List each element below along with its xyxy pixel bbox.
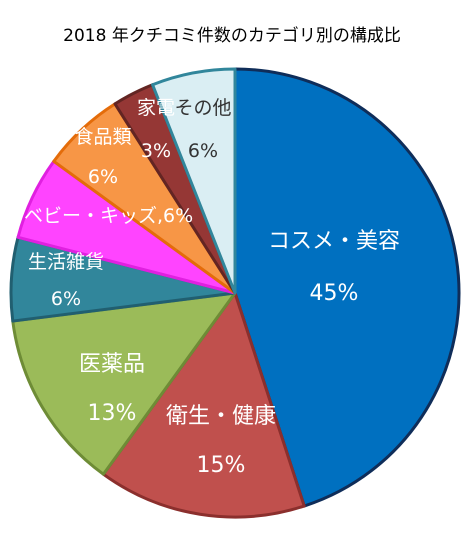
slice-value-label: 15%: [197, 453, 246, 478]
slice-value-label: 3%: [141, 140, 171, 162]
slice-category-label: ベビー・キッズ,6%: [24, 205, 193, 227]
slice-category-label: 医薬品: [79, 352, 145, 377]
slice-category-label: 家電: [137, 97, 175, 119]
slice-value-label: 6%: [88, 166, 118, 188]
slice-category-label: コスメ・美容: [268, 229, 400, 254]
slice-value-label: 6%: [51, 288, 81, 310]
pie-slice: [151, 67, 237, 295]
pie-slice: [101, 291, 306, 519]
pie-slice: [11, 291, 237, 476]
chart-title: 2018 年クチコミ件数のカテゴリ別の構成比: [63, 25, 401, 46]
pie-slice: [233, 67, 461, 508]
slice-category-label: 生活雑貨: [28, 251, 104, 273]
slice-category-label: 食品類: [74, 126, 131, 148]
slice-category-label: 衛生・健康: [166, 404, 276, 429]
slice-value-label: 45%: [310, 281, 359, 306]
slice-value-label: 6%: [188, 140, 218, 162]
slice-value-label: 13%: [88, 401, 137, 426]
pie-slices: [9, 67, 461, 519]
pie-labels: コスメ・美容 45% 衛生・健康 15% 医薬品 13% 生活雑貨 6% ベビー・キッズ,6% 食…: [24, 97, 400, 478]
slice-category-label: その他: [174, 97, 231, 119]
